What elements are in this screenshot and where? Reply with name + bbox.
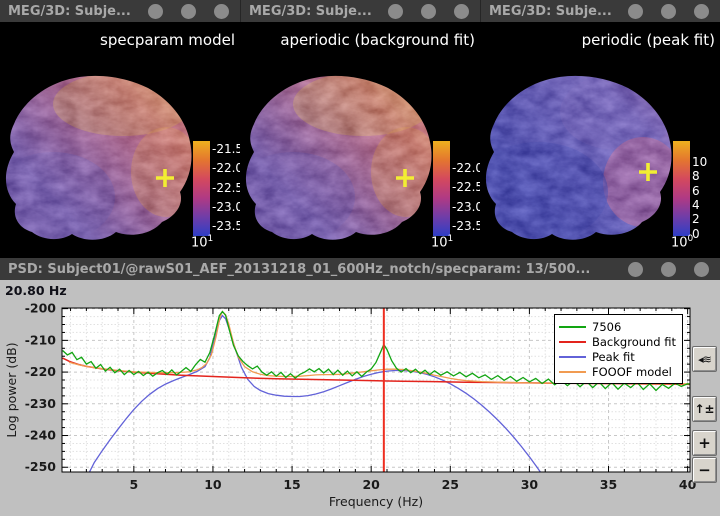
legend-entry: FOOOF model [559, 364, 678, 379]
window-close-icon[interactable] [694, 3, 709, 19]
cursor-cross-icon [396, 169, 414, 187]
colorbar-tick-label: 4 [692, 197, 700, 212]
legend-line-sample [559, 370, 586, 373]
brain-3d-viewport[interactable]: periodic (peak fit) [480, 22, 720, 258]
colorbar-tick-label: -22.0 [212, 161, 240, 176]
window-buttons [148, 3, 240, 19]
colorbar[interactable] [193, 141, 210, 236]
colorbar-tick-label: -22.5 [212, 180, 240, 195]
chart-legend[interactable]: 7506 Background fit Peak fit FOOOF model [554, 314, 683, 384]
x-axis-label: Frequency (Hz) [329, 494, 423, 509]
colorbar-scale-label: 100 [671, 234, 694, 251]
x-tick-label: 30 [521, 477, 539, 492]
legend-label: Background fit [592, 334, 677, 349]
window-buttons [628, 3, 720, 19]
window-titlebar[interactable]: MEG/3D: Subje... [480, 0, 720, 22]
brain-window-periodic: MEG/3D: Subje... periodic (peak fit) [480, 0, 720, 258]
y-tick-label: -240 [25, 428, 57, 443]
window-close-icon[interactable] [454, 3, 469, 19]
amplitude-scale-button[interactable]: ↑± [692, 396, 717, 422]
colorbar-tick-label: -23.0 [452, 199, 480, 214]
y-tick-label: -250 [25, 459, 57, 474]
cursor-cross-icon [639, 163, 657, 181]
colorbar-tick-label: 6 [692, 183, 700, 198]
window-titlebar[interactable]: MEG/3D: Subje... [0, 0, 240, 22]
colorbar-tick-label: -23.0 [212, 199, 240, 214]
brain-surface-render [480, 32, 683, 254]
colorbar-tick-label: 8 [692, 169, 700, 184]
legend-label: Peak fit [592, 349, 635, 364]
psd-plot-area[interactable]: 20.80 Hz 5 10 15 20 25 30 35 40 -200 -210 -220 -230… [0, 280, 720, 516]
x-tick-label: 25 [442, 477, 459, 492]
colorbar-tick-label: -23.5 [212, 219, 240, 233]
colorbar-tick-label: 2 [692, 212, 700, 227]
frequency-cursor-label: 20.80 Hz [5, 283, 67, 298]
x-tick-label: 35 [600, 477, 617, 492]
series-peak-fit [88, 314, 542, 472]
window-close-icon[interactable] [214, 3, 229, 19]
window-close-icon[interactable] [694, 261, 709, 277]
window-minimize-icon[interactable] [628, 3, 643, 19]
legend-line-sample [559, 325, 586, 328]
zoom-out-button[interactable]: − [692, 457, 717, 483]
y-tick-label: -220 [25, 364, 57, 379]
psd-window: PSD: Subject01/@rawS01_AEF_20131218_01_6… [0, 258, 720, 516]
x-tick-label: 5 [129, 477, 138, 492]
window-maximize-icon[interactable] [661, 261, 676, 277]
brain-surface-render [240, 32, 443, 254]
zoom-in-button[interactable]: + [692, 430, 717, 456]
y-axis-label: Log power (dB) [4, 342, 19, 437]
colorbar-tick-label: -22.0 [452, 161, 480, 175]
view-label: specparam model [100, 31, 235, 49]
brain-windows-row: MEG/3D: Subje... specparam model [0, 0, 720, 258]
view-label: periodic (peak fit) [581, 31, 715, 49]
brain-window-specparam: MEG/3D: Subje... specparam model [0, 0, 240, 258]
colorbar-scale-label: 101 [431, 234, 454, 251]
window-title: MEG/3D: Subje... [489, 3, 612, 19]
window-maximize-icon[interactable] [421, 3, 436, 19]
x-tick-label: 15 [283, 477, 300, 492]
window-title: PSD: Subject01/@rawS01_AEF_20131218_01_6… [8, 261, 591, 277]
y-tick-label: -230 [25, 396, 57, 411]
legend-line-sample [559, 340, 586, 343]
legend-entry: Background fit [559, 334, 678, 349]
colorbar-scale-label: 101 [191, 234, 214, 251]
window-titlebar[interactable]: PSD: Subject01/@rawS01_AEF_20131218_01_6… [0, 258, 720, 280]
legend-entry: Peak fit [559, 349, 678, 364]
window-buttons [628, 261, 720, 277]
brain-3d-viewport[interactable]: specparam model [0, 22, 240, 258]
colorbar-tick-label: -22.5 [452, 180, 480, 195]
legend-line-sample [559, 355, 586, 358]
y-tick-label: -210 [25, 332, 57, 347]
window-buttons [388, 3, 480, 19]
view-label: aperiodic (background fit) [280, 31, 475, 49]
window-minimize-icon[interactable] [628, 261, 643, 277]
window-title: MEG/3D: Subje... [249, 3, 372, 19]
series-7506 [62, 310, 690, 392]
window-minimize-icon[interactable] [148, 3, 163, 19]
colorbar-tick-label: 10 [692, 155, 708, 169]
brain-3d-viewport[interactable]: aperiodic (background fit) [240, 22, 480, 258]
window-minimize-icon[interactable] [388, 3, 403, 19]
brain-window-aperiodic: MEG/3D: Subje... aperiodic (background f… [240, 0, 480, 258]
legend-label: FOOOF model [592, 364, 672, 379]
window-maximize-icon[interactable] [661, 3, 676, 19]
window-title: MEG/3D: Subje... [8, 3, 131, 19]
legend-entry: 7506 [559, 319, 678, 334]
window-maximize-icon[interactable] [181, 3, 196, 19]
legend-label: 7506 [592, 319, 622, 334]
colorbar-tick-label: 0 [692, 226, 700, 241]
brain-surface-render [0, 32, 203, 254]
x-tick-label: 10 [204, 477, 222, 492]
colorbar-tick-label: -21.5 [212, 142, 240, 156]
channels-toggle-button[interactable]: ◂≋ [692, 346, 717, 372]
window-titlebar[interactable]: MEG/3D: Subje... [240, 0, 480, 22]
colorbar[interactable] [433, 141, 450, 236]
y-tick-label: -200 [25, 301, 57, 316]
x-tick-label: 20 [362, 477, 380, 492]
cursor-cross-icon [156, 169, 174, 187]
colorbar[interactable] [673, 141, 690, 236]
colorbar-tick-label: -23.5 [452, 218, 480, 233]
